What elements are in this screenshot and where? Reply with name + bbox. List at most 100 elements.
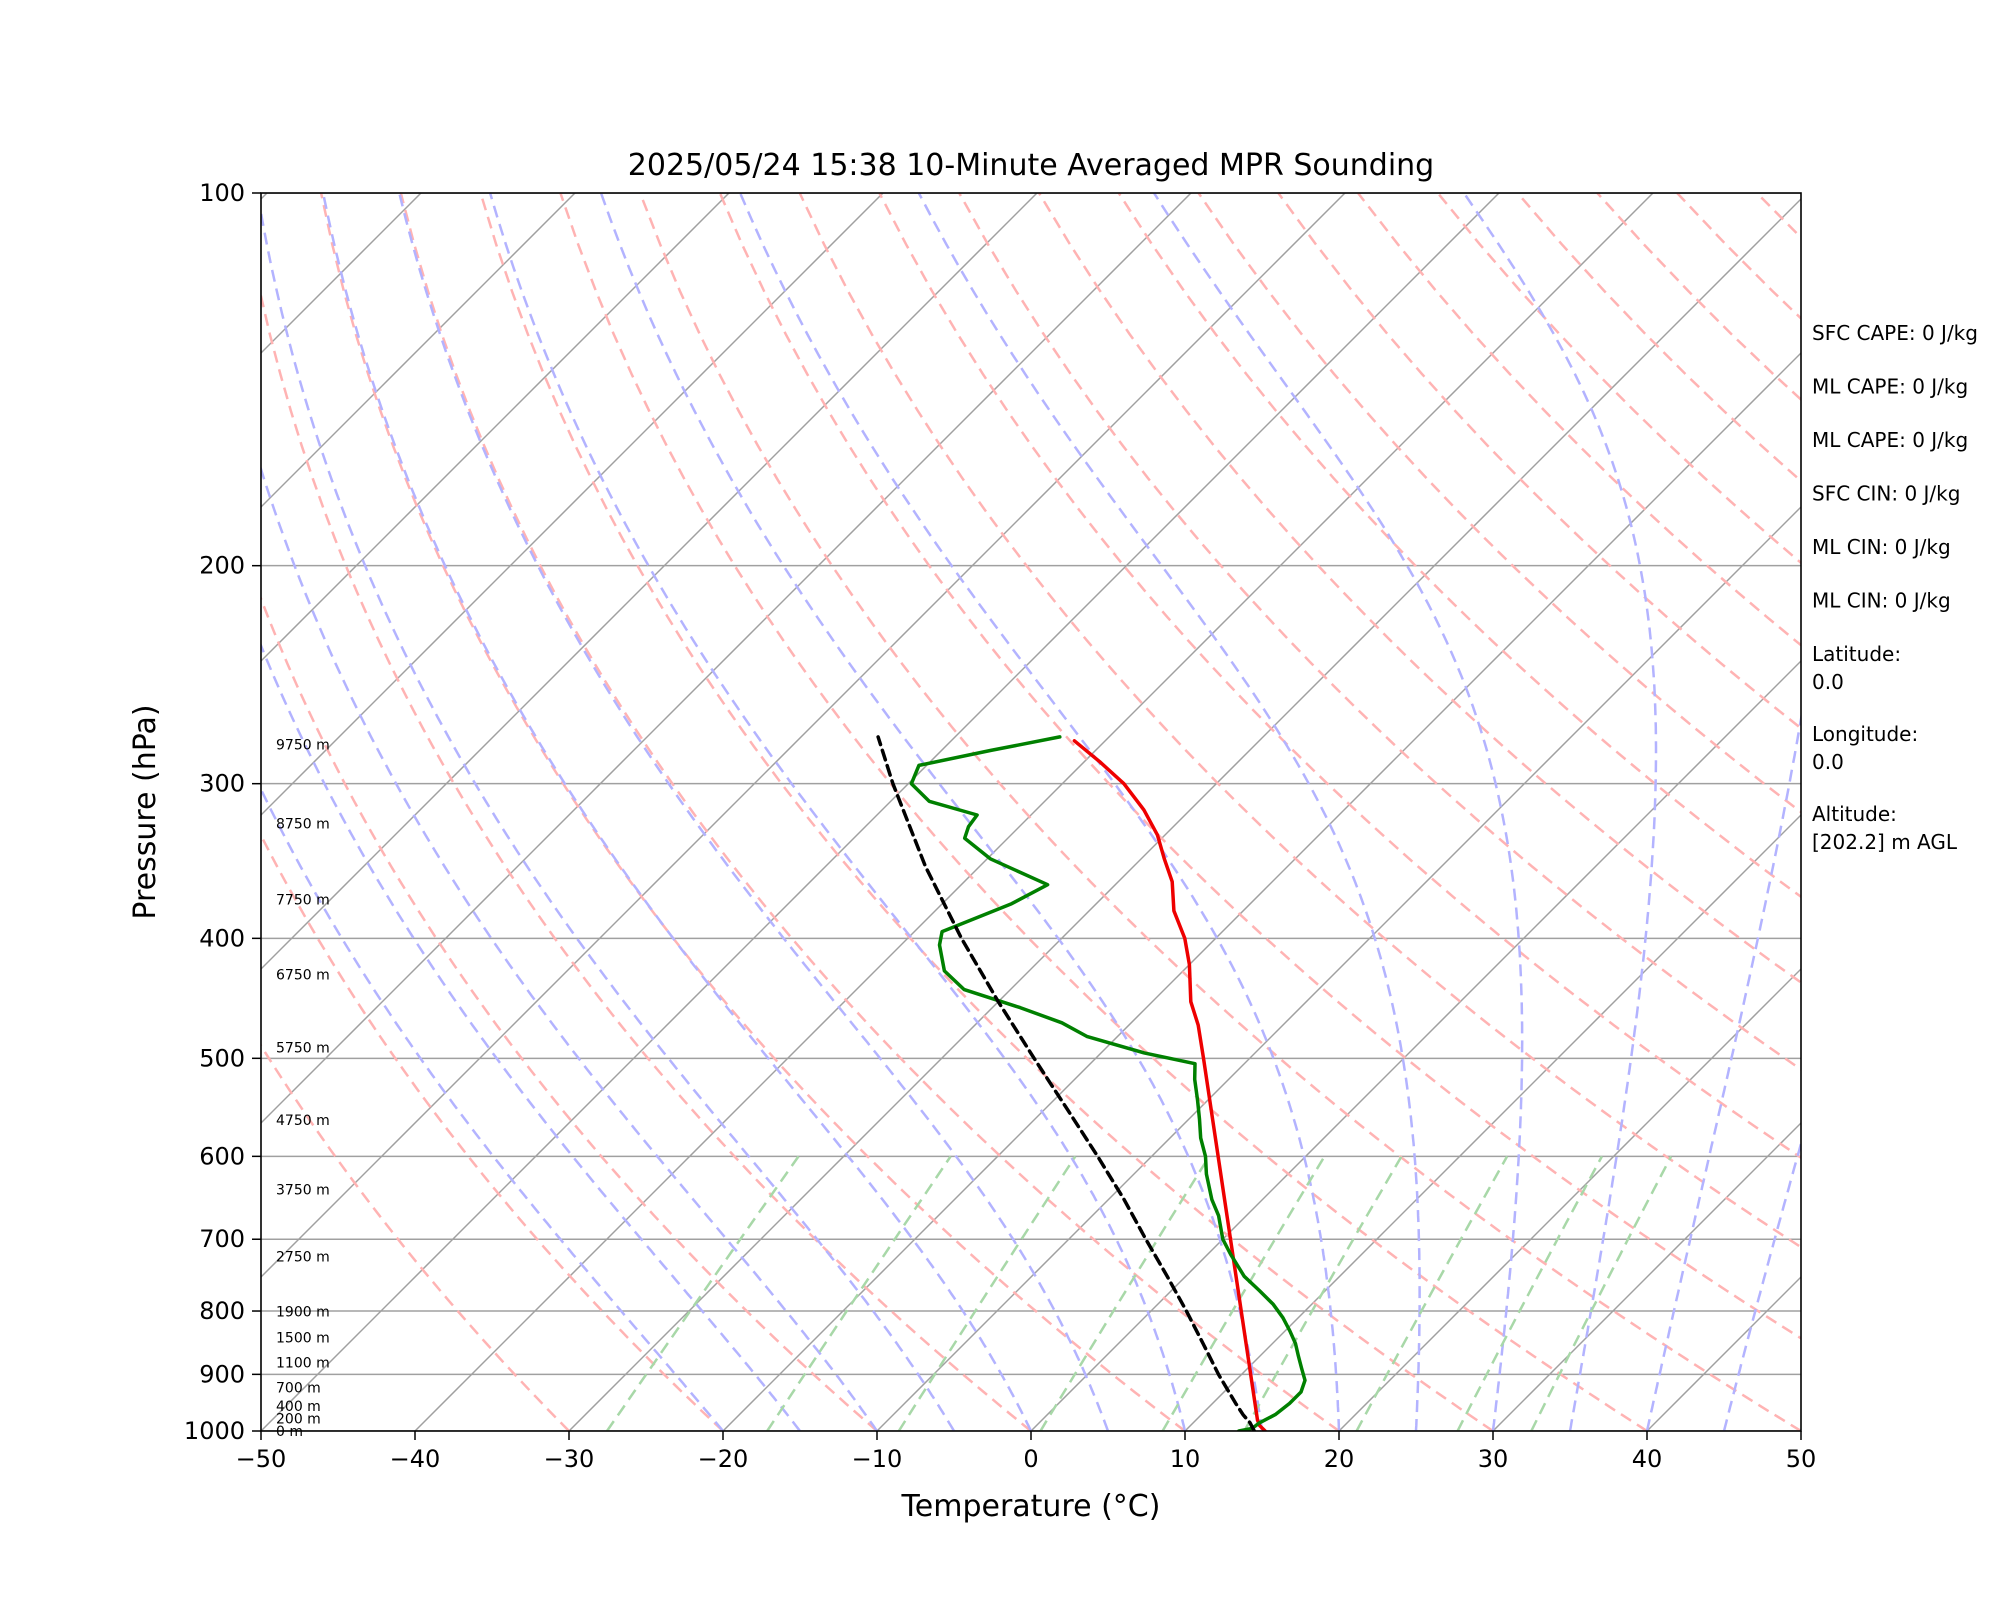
isotherm-line — [414, 193, 1654, 1431]
dry-adiabat-line — [261, 1043, 570, 1431]
x-tick-label: 30 — [1478, 1445, 1509, 1473]
moist-adiabat-line — [1462, 193, 1658, 1431]
y-tick-label: 300 — [199, 770, 245, 798]
background-lines — [0, 193, 1801, 1431]
stat-value: 0.0 — [1812, 670, 1844, 694]
moist-adiabat-line — [398, 193, 1110, 1431]
height-label: 9750 m — [276, 738, 330, 754]
x-tick-label: 20 — [1324, 1445, 1355, 1473]
dry-adiabat-line — [638, 193, 1801, 1431]
y-tick-label: 700 — [199, 1225, 245, 1253]
x-tick-label: 50 — [1786, 1445, 1817, 1473]
height-label: 2750 m — [276, 1250, 330, 1266]
height-label: 3750 m — [276, 1182, 330, 1198]
stat-label: Longitude: — [1812, 722, 1918, 746]
isotherm-line — [1492, 1121, 1801, 1431]
isotherm-line — [1338, 967, 1801, 1431]
dry-adiabat-line — [958, 193, 1801, 1071]
stat-line: ML CAPE: 0 J/kg — [1812, 375, 1968, 399]
x-tick-label: −30 — [544, 1445, 595, 1473]
moist-adiabat-line — [488, 193, 1187, 1431]
height-label: 200 m — [276, 1411, 321, 1427]
dry-adiabat-line — [319, 193, 1186, 1431]
moist-adiabat-line — [261, 786, 724, 1431]
mixing-ratio-line — [897, 1155, 1077, 1431]
plot-frame — [260, 192, 1802, 1432]
height-label: 400 m — [276, 1399, 321, 1415]
dry-adiabat-line — [878, 193, 1801, 1160]
y-tick-label: 900 — [199, 1360, 245, 1388]
isotherm-line — [722, 351, 1801, 1431]
stat-label: Latitude: — [1812, 642, 1901, 666]
stat-line: SFC CIN: 0 J/kg — [1812, 482, 1960, 506]
y-axis-label: Pressure (hPa) — [128, 704, 163, 919]
y-tick-label: 600 — [199, 1142, 245, 1170]
dry-adiabat-line — [261, 595, 878, 1431]
x-tick-label: 10 — [1170, 1445, 1201, 1473]
dry-adiabat-line — [559, 193, 1648, 1431]
y-tick-label: 400 — [199, 924, 245, 952]
dry-adiabat-line — [261, 290, 1032, 1431]
isotherm-line — [568, 197, 1801, 1431]
height-label: 4750 m — [276, 1113, 330, 1129]
stat-line: ML CIN: 0 J/kg — [1812, 535, 1951, 559]
isotherm-line — [1030, 659, 1801, 1431]
moist-adiabat-line — [261, 642, 801, 1431]
isotherm-line — [261, 193, 730, 663]
isotherm-line — [261, 193, 1500, 1431]
height-label: 1500 m — [276, 1330, 330, 1346]
dry-adiabat-line — [1277, 193, 1801, 730]
height-label: 700 m — [276, 1380, 321, 1396]
stat-line: SFC CAPE: 0 J/kg — [1812, 321, 1978, 345]
height-label: 6750 m — [276, 968, 330, 984]
mixing-ratio-line — [1456, 1155, 1603, 1431]
y-tick-label: 500 — [199, 1044, 245, 1072]
moist-adiabat-line — [917, 193, 1421, 1431]
y-tick-label: 200 — [199, 552, 245, 580]
y-tick-label: 100 — [199, 179, 245, 207]
y-tick-label: 800 — [199, 1297, 245, 1325]
x-axis-label: Temperature (°C) — [901, 1489, 1161, 1524]
mixing-ratio-line — [1161, 1155, 1326, 1431]
temperature-profile-line — [1072, 739, 1267, 1431]
mixing-ratio-line — [605, 1155, 800, 1431]
moist-adiabat-line — [321, 193, 1033, 1431]
isotherm-line — [876, 505, 1801, 1431]
dry-adiabat-line — [798, 193, 1801, 1249]
moist-adiabat-line — [261, 465, 879, 1431]
moist-adiabat-line — [599, 193, 1264, 1431]
mixing-ratio-line — [1039, 1155, 1211, 1431]
profile-lines — [876, 735, 1307, 1431]
dry-adiabat-line — [399, 193, 1340, 1431]
height-label: 0 m — [276, 1424, 303, 1440]
stat-value: [202.2] m AGL — [1812, 830, 1958, 854]
dry-adiabat-line — [479, 193, 1494, 1431]
mixing-ratio-line — [1530, 1155, 1673, 1431]
x-tick-label: −40 — [390, 1445, 441, 1473]
height-label: 5750 m — [276, 1040, 330, 1056]
stat-label: Altitude: — [1812, 802, 1897, 826]
sounding-stats-panel: SFC CAPE: 0 J/kg ML CAPE: 0 J/kg ML CAPE: … — [1812, 321, 1978, 854]
isotherm-line — [261, 193, 1192, 1125]
isotherm-line — [261, 193, 1038, 971]
chart-title: 2025/05/24 15:38 10-Minute Averaged MPR … — [628, 148, 1434, 183]
isotherm-line — [261, 193, 884, 817]
stat-line: ML CAPE: 0 J/kg — [1812, 428, 1968, 452]
parcel-profile-line — [876, 735, 1257, 1431]
axis-ticks: −50 −40 −30 −20 −10 0 10 20 30 40 50 100 200 300 400 50… — [184, 179, 1816, 1473]
dewpoint-profile-line — [909, 735, 1307, 1431]
mixing-ratio-line — [1243, 1155, 1403, 1431]
height-label: 7750 m — [276, 892, 330, 908]
height-label: 8750 m — [276, 816, 330, 832]
dry-adiabat-line — [1197, 193, 1801, 814]
moist-adiabat-line — [261, 205, 956, 1431]
stat-value: 0.0 — [1812, 750, 1844, 774]
isotherm-line — [0, 193, 113, 1431]
x-tick-label: −50 — [236, 1445, 287, 1473]
dry-adiabat-line — [718, 193, 1801, 1340]
height-label: 1100 m — [276, 1355, 330, 1371]
y-tick-label: 1000 — [184, 1417, 245, 1445]
height-label: 1900 m — [276, 1305, 330, 1321]
dry-adiabat-line — [261, 832, 724, 1431]
stat-line: ML CIN: 0 J/kg — [1812, 589, 1951, 613]
